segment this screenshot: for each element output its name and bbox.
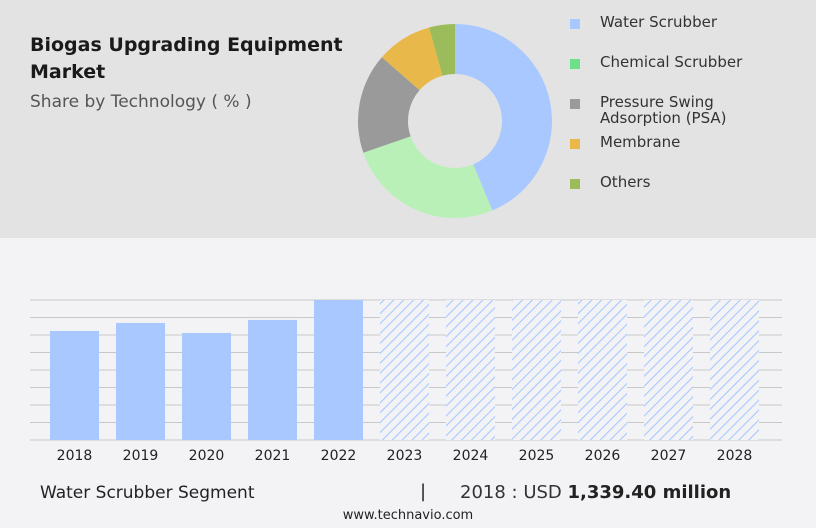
forecast-bar — [644, 300, 693, 440]
x-tick-label: 2018 — [57, 448, 93, 464]
x-tick-label: 2026 — [585, 448, 621, 464]
x-tick-label: 2023 — [387, 448, 423, 464]
segment-label: Water Scrubber Segment — [40, 483, 255, 503]
page-subtitle: Share by Technology ( % ) — [30, 92, 252, 112]
legend-item: Others — [570, 174, 810, 208]
x-tick-label: 2022 — [321, 448, 357, 464]
segment-value: 2018 : USD 1,339.40 million — [460, 482, 732, 503]
donut-chart — [357, 24, 552, 218]
forecast-bar — [512, 300, 561, 440]
legend-swatch — [570, 179, 580, 189]
legend-item: Pressure Swing Adsorption (PSA) — [570, 94, 810, 128]
legend-item: Chemical Scrubber — [570, 54, 810, 88]
donut-slice — [455, 24, 552, 211]
separator: | — [420, 481, 427, 502]
bar — [314, 300, 363, 440]
bar — [116, 322, 165, 440]
bar-chart — [50, 300, 759, 440]
forecast-bar — [446, 300, 495, 440]
x-tick-label: 2021 — [255, 448, 291, 464]
legend-item: Water Scrubber — [570, 14, 810, 48]
legend-swatch — [570, 19, 580, 29]
donut-slice — [429, 24, 455, 76]
bar — [182, 332, 231, 440]
forecast-bar — [578, 300, 627, 440]
page-title: Biogas Upgrading Equipment Market — [30, 34, 343, 83]
legend-item: Membrane — [570, 134, 810, 168]
x-axis-labels: 2018 2019 2020 2021 2022 2023 2024 2025 2026 2027… — [57, 448, 753, 464]
x-tick-label: 2024 — [453, 448, 489, 464]
site-url: www.technavio.com — [342, 508, 474, 523]
x-tick-label: 2019 — [123, 448, 159, 464]
legend-swatch — [570, 59, 580, 69]
x-tick-label: 2028 — [717, 448, 753, 464]
legend-swatch — [570, 99, 580, 109]
bar — [50, 330, 99, 440]
x-tick-label: 2025 — [519, 448, 555, 464]
donut-slice — [381, 27, 443, 91]
legend-swatch — [570, 139, 580, 149]
donut-slice — [357, 57, 420, 153]
x-tick-label: 2027 — [651, 448, 687, 464]
forecast-bar — [380, 300, 429, 440]
x-tick-label: 2020 — [189, 448, 225, 464]
donut-slice — [363, 136, 493, 218]
forecast-bar — [710, 300, 759, 440]
bar — [248, 319, 297, 440]
